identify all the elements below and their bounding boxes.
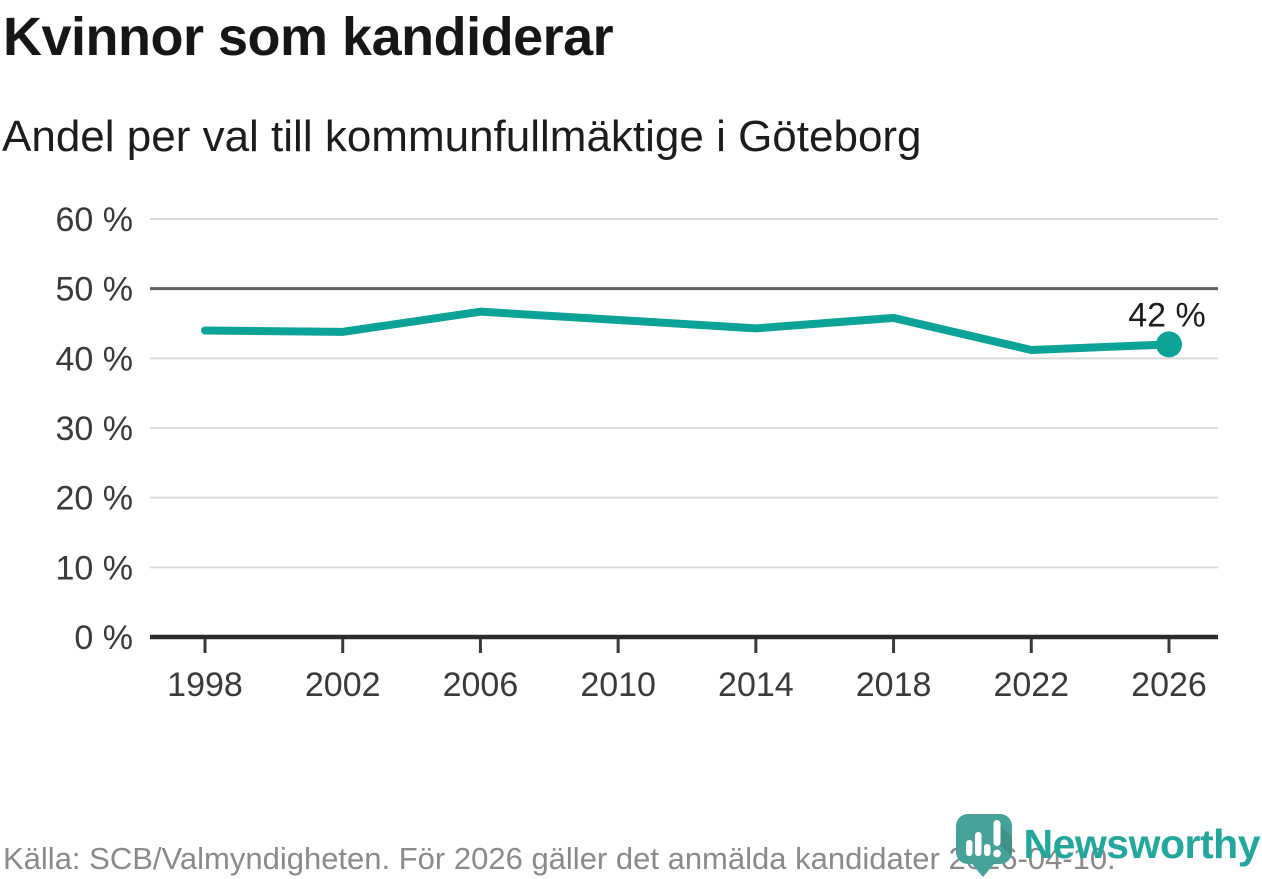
- y-tick-label: 0 %: [74, 619, 133, 657]
- x-axis: 1998 2002 2006 2010 2014 2018 2022 2026: [167, 639, 1207, 704]
- y-tick-label: 20 %: [56, 480, 134, 518]
- x-tick-label: 2010: [580, 666, 656, 704]
- source-note: Källa: SCB/Valmyndigheten. För 2026 gäll…: [3, 841, 1116, 876]
- x-tick-label: 2022: [993, 666, 1069, 704]
- y-tick-label: 40 %: [56, 340, 134, 378]
- newsworthy-icon: [955, 814, 1012, 877]
- page-title: Kvinnor som kandiderar: [3, 7, 614, 67]
- page-subtitle: Andel per val till kommunfullmäktige i G…: [2, 112, 922, 161]
- y-tick-label: 30 %: [56, 410, 134, 448]
- y-gridlines: [150, 218, 1218, 640]
- brand-wordmark: Newsworthy: [1023, 820, 1261, 867]
- trend-line: [201, 307, 1173, 354]
- x-tick-label: 2026: [1131, 666, 1207, 704]
- brand-logo: Newsworthy: [954, 810, 1262, 878]
- x-tick-label: 1998: [167, 666, 243, 704]
- end-point-dot: [1156, 331, 1182, 358]
- x-tick-label: 2006: [443, 666, 519, 704]
- x-tick-label: 2014: [718, 666, 794, 704]
- y-tick-label: 50 %: [56, 271, 134, 309]
- x-tick-label: 2018: [856, 666, 932, 704]
- x-tick-label: 2002: [305, 666, 381, 704]
- end-value-label: 42 %: [1128, 296, 1206, 334]
- y-tick-label: 60 %: [56, 201, 134, 239]
- y-axis-labels: 0 % 10 % 20 % 30 % 40 % 50 % 60 %: [56, 201, 134, 657]
- y-tick-label: 10 %: [56, 549, 134, 587]
